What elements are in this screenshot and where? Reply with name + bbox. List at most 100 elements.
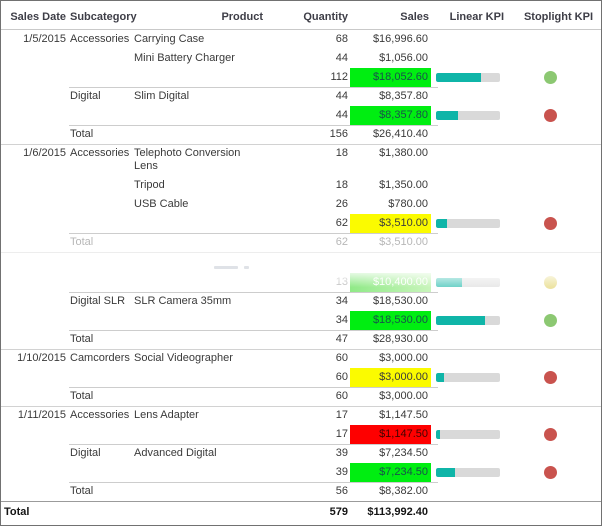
linear-kpi-cell bbox=[431, 49, 506, 68]
group-total-label: Total bbox=[70, 390, 94, 402]
stoplight-kpi-cell bbox=[506, 368, 601, 387]
linear-kpi-cell bbox=[431, 330, 506, 349]
sales-cell-kpi: $18,530.00 bbox=[350, 311, 431, 330]
stoplight-kpi-cell bbox=[506, 387, 601, 406]
kpi-bar-fill bbox=[436, 73, 482, 82]
stoplight-kpi-cell bbox=[506, 482, 601, 501]
kpi-bar-fill bbox=[436, 468, 456, 477]
date-cell bbox=[1, 195, 69, 214]
product-name: Mini Battery Charger bbox=[134, 52, 235, 64]
stoplight-kpi-cell bbox=[506, 30, 601, 49]
kpi-bar-track bbox=[436, 219, 500, 228]
product-cell: USB Cable bbox=[133, 195, 265, 214]
col-header-stoplight-kpi: Stoplight KPI bbox=[523, 11, 593, 23]
table-row: Total 156 $26,410.40 bbox=[1, 125, 601, 144]
group-total-label: Total bbox=[70, 485, 94, 497]
sales-cell: $780.00 bbox=[388, 198, 428, 210]
date-cell bbox=[1, 87, 69, 106]
group-total-label: Total bbox=[70, 236, 94, 248]
subcategory-cell bbox=[69, 195, 133, 214]
quantity-cell: 13 bbox=[335, 276, 348, 288]
linear-kpi-cell bbox=[431, 68, 506, 87]
linear-kpi-cell bbox=[431, 195, 506, 214]
sales-cell: $3,510.00 bbox=[379, 236, 428, 248]
stoplight-kpi-cell bbox=[506, 292, 601, 311]
quantity-cell: 579 bbox=[329, 506, 348, 518]
kpi-bar-fill bbox=[436, 373, 444, 382]
table-row: 13 $10,400.00 bbox=[1, 273, 601, 292]
table-row: 44 $8,357.80 bbox=[1, 106, 601, 125]
stoplight-kpi-cell bbox=[506, 87, 601, 106]
date-cell: 1/11/2015 bbox=[17, 409, 66, 421]
product-cell bbox=[133, 463, 265, 482]
sales-cell: $26,410.40 bbox=[372, 128, 428, 140]
table-row: Digital SLR SLR Camera 35mm 34 $18,530.00 bbox=[1, 292, 601, 311]
stoplight-kpi-cell bbox=[506, 68, 601, 87]
product-cell: SLR Camera 35mm bbox=[133, 292, 265, 311]
sales-cell: $18,530.00 bbox=[372, 295, 428, 307]
table-row: Tripod 18 $1,350.00 bbox=[1, 176, 601, 195]
sales-cell-kpi: $3,000.00 bbox=[350, 368, 431, 387]
product-cell bbox=[133, 68, 265, 87]
date-cell bbox=[1, 292, 69, 311]
col-header-quantity: Quantity bbox=[303, 11, 348, 23]
product-cell bbox=[133, 106, 265, 125]
product-cell bbox=[133, 233, 265, 252]
product-cell bbox=[133, 482, 265, 501]
sales-cell: $16,996.60 bbox=[372, 33, 428, 45]
sales-cell-kpi: $7,234.50 bbox=[350, 463, 431, 482]
date-cell bbox=[1, 368, 69, 387]
date-cell bbox=[1, 463, 69, 482]
sales-cell: $8,357.80 bbox=[379, 90, 428, 102]
stoplight-red-dot bbox=[544, 217, 557, 230]
date-cell bbox=[1, 106, 69, 125]
linear-kpi-cell bbox=[431, 214, 506, 233]
table-row: Digital Advanced Digital 39 $7,234.50 bbox=[1, 444, 601, 463]
quantity-cell: 17 bbox=[335, 428, 348, 440]
linear-kpi-cell bbox=[431, 368, 506, 387]
linear-kpi-cell bbox=[431, 406, 506, 425]
faded-text-artifact bbox=[244, 266, 249, 269]
product-cell: Telephoto Conversion Lens bbox=[133, 144, 265, 176]
sales-cell: $1,147.50 bbox=[379, 409, 428, 421]
linear-kpi-cell bbox=[431, 125, 506, 144]
sales-cell-kpi: $3,510.00 bbox=[350, 214, 431, 233]
sales-cell: $3,000.00 bbox=[379, 390, 428, 402]
product-name: Telephoto Conversion Lens bbox=[134, 147, 241, 172]
subcategory-cell bbox=[69, 368, 133, 387]
table-row: Mini Battery Charger 44 $1,056.00 bbox=[1, 49, 601, 68]
table-row: 39 $7,234.50 bbox=[1, 463, 601, 482]
linear-kpi-cell bbox=[431, 425, 506, 444]
sales-cell-kpi: $8,357.80 bbox=[350, 106, 431, 125]
sales-cell: $8,382.00 bbox=[379, 485, 428, 497]
col-header-sales-date: Sales Date bbox=[10, 11, 66, 23]
product-name: Carrying Case bbox=[134, 33, 205, 45]
linear-kpi-cell bbox=[431, 233, 506, 252]
kpi-bar-track bbox=[436, 73, 500, 82]
stoplight-kpi-cell bbox=[506, 144, 601, 176]
linear-kpi-cell bbox=[431, 311, 506, 330]
table-row: 34 $18,530.00 bbox=[1, 311, 601, 330]
stoplight-kpi-cell bbox=[506, 49, 601, 68]
table-row: 17 $1,147.50 bbox=[1, 425, 601, 444]
product-cell: Tripod bbox=[133, 176, 265, 195]
product-cell: Lens Adapter bbox=[133, 406, 265, 425]
col-header-linear-kpi: Linear KPI bbox=[449, 11, 504, 23]
stoplight-kpi-cell bbox=[506, 444, 601, 463]
linear-kpi-cell bbox=[431, 87, 506, 106]
sales-cell-kpi: $18,052.60 bbox=[350, 68, 431, 87]
linear-kpi-cell bbox=[431, 292, 506, 311]
stoplight-red-dot bbox=[544, 371, 557, 384]
sales-cell: $1,056.00 bbox=[379, 52, 428, 64]
stoplight-red-dot bbox=[544, 466, 557, 479]
stoplight-kpi-cell bbox=[506, 176, 601, 195]
date-cell bbox=[1, 176, 69, 195]
stoplight-red-dot bbox=[544, 428, 557, 441]
stoplight-kpi-cell bbox=[506, 406, 601, 425]
linear-kpi-cell bbox=[431, 273, 506, 292]
date-cell bbox=[1, 233, 69, 252]
table-row: 1/10/2015 Camcorders Social Videographer 60… bbox=[1, 349, 601, 368]
sales-cell: $28,930.00 bbox=[372, 333, 428, 345]
quantity-cell: 39 bbox=[335, 466, 348, 478]
date-cell bbox=[1, 273, 69, 292]
